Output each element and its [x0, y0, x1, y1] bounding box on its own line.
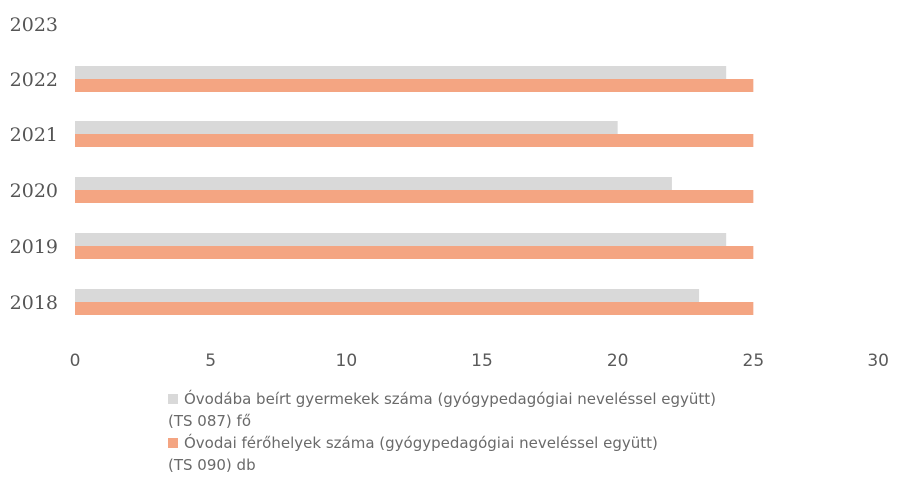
legend-label-capacity-line1: Óvodai férőhelyek száma (gyógypedagógiai… — [184, 434, 658, 452]
category-label-2018: 2018 — [10, 292, 58, 314]
legend-label-enrolled-line2: (TS 087) fő — [168, 412, 252, 430]
category-labels: 2018 2019 2020 2021 2022 2023 — [10, 14, 58, 314]
bar-enrolled-2019 — [75, 233, 727, 246]
category-label-2019: 2019 — [10, 236, 58, 258]
bar-enrolled-2018 — [75, 289, 700, 302]
x-tick-label-30: 30 — [867, 351, 889, 371]
x-tick-label-20: 20 — [607, 351, 629, 371]
category-label-2023: 2023 — [10, 14, 58, 36]
legend-item-capacity: Óvodai férőhelyek száma (gyógypedagógiai… — [168, 432, 868, 476]
bar-capacity-2019 — [75, 246, 754, 259]
bar-capacity-2020 — [75, 190, 754, 203]
x-tick-label-0: 0 — [70, 351, 81, 371]
bars-group — [75, 66, 754, 315]
bar-enrolled-2020 — [75, 177, 672, 190]
legend-swatch-capacity — [168, 438, 178, 448]
bar-enrolled-2021 — [75, 121, 618, 134]
x-tick-label-25: 25 — [743, 351, 765, 371]
category-label-2021: 2021 — [10, 124, 58, 146]
legend-item-enrolled: Óvodába beírt gyermekek száma (gyógypeda… — [168, 388, 868, 432]
legend-label-capacity-line2: (TS 090) db — [168, 456, 256, 474]
bar-capacity-2022 — [75, 79, 754, 92]
bar-enrolled-2022 — [75, 66, 727, 79]
x-tick-label-15: 15 — [471, 351, 493, 371]
legend-label-enrolled-line1: Óvodába beírt gyermekek száma (gyógypeda… — [184, 390, 717, 408]
bar-capacity-2018 — [75, 302, 754, 315]
legend: Óvodába beírt gyermekek száma (gyógypeda… — [168, 388, 868, 476]
x-tick-label-10: 10 — [336, 351, 358, 371]
category-label-2020: 2020 — [10, 180, 58, 202]
category-label-2022: 2022 — [10, 69, 58, 91]
x-tick-label-5: 5 — [205, 351, 216, 371]
x-tick-labels: 0 5 10 15 20 25 30 — [70, 351, 889, 371]
bar-capacity-2021 — [75, 134, 754, 147]
legend-swatch-enrolled — [168, 394, 178, 404]
